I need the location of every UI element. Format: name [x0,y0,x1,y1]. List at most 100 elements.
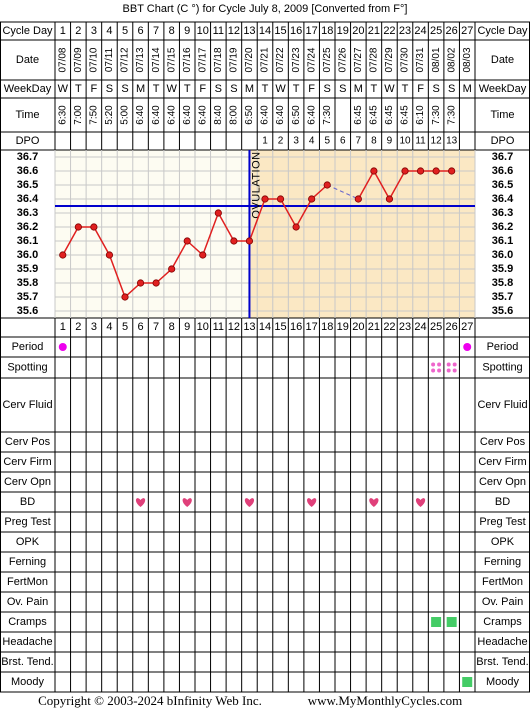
date: 07/22 [275,47,286,72]
time: 7:30 [322,105,333,125]
symptom-mark [446,617,457,627]
temp-point [90,223,98,231]
row-label: OPK [491,536,515,548]
row-label: WeekDay [4,83,52,95]
row-label: DPO [16,135,40,147]
time: 6:45 [400,105,411,125]
date: 07/29 [384,47,395,72]
time: 6:40 [275,105,286,125]
row-label: Cycle Day [477,25,528,37]
cycle-day: 17 [306,321,318,333]
cycle-day: 14 [259,25,271,37]
cycle-day: 18 [321,25,333,37]
chart-title: BBT Chart (C °) for Cycle July 8, 2009 [… [123,3,408,15]
dpo: 9 [387,136,393,147]
y-tick-label: 36.7 [17,151,38,163]
cycle-day: 23 [399,321,411,333]
row-label: BD [20,496,35,508]
row-label: FertMon [7,576,48,588]
time: 7:00 [73,105,84,125]
date: 07/14 [151,47,162,72]
date: 07/08 [57,47,68,72]
row-label: Period [12,341,44,353]
temp-point [448,167,456,175]
period-mark [58,343,67,351]
cycle-day: 22 [383,25,395,37]
time: 6:40 [306,105,317,125]
row-label: Cerv Fluid [477,399,527,411]
row-label: BD [495,496,510,508]
row-label: Moody [11,676,45,688]
cycle-day: 25 [430,25,442,37]
temp-point [214,209,222,217]
time: 6:45 [353,105,364,125]
y-tick-label: 35.8 [17,277,38,289]
y-tick-label: 36.1 [492,235,513,247]
y-tick-label: 36.3 [492,207,513,219]
bd-mark [182,498,192,507]
site: www.MyMonthlyCycles.com [308,693,462,708]
date: 07/27 [353,47,364,72]
date: 07/15 [166,47,177,72]
bd-mark [307,498,317,507]
weekday: T [262,83,269,95]
dpo: 11 [415,136,426,147]
y-tick-label: 36.3 [17,207,38,219]
y-tick-label: 35.8 [492,277,513,289]
row-label: Brst. Tend. [476,656,528,668]
bd-mark [369,498,379,507]
weekday: M [136,83,145,95]
cycle-day: 5 [122,25,128,37]
cycle-day: 2 [75,25,81,37]
y-tick-label: 36.1 [17,235,38,247]
temp-point [74,223,82,231]
ovulation-label: OVULATION [250,151,262,218]
time: 6:45 [384,105,395,125]
temp-point [432,167,440,175]
copyright: Copyright © 2003-2024 bInfinity Web Inc. [38,693,262,708]
time: 6:50 [291,105,302,125]
date: 07/20 [244,47,255,72]
cycle-day: 11 [213,25,224,37]
dpo: 8 [371,136,377,147]
date: 07/21 [260,47,271,72]
cycle-day: 12 [228,321,240,333]
y-tick-label: 36.2 [17,221,38,233]
cycle-day: 10 [197,321,209,333]
y-tick-label: 36.2 [492,221,513,233]
time: 5:00 [120,105,131,125]
row-label: Cerv Firm [478,456,526,468]
row-label: DPO [491,135,515,147]
cycle-day: 19 [337,321,349,333]
dpo: 12 [431,136,443,147]
cycle-day: 9 [184,321,190,333]
cycle-day: 10 [197,25,209,37]
cycle-day: 16 [290,321,302,333]
temp-point [276,195,285,203]
weekday: S [339,83,346,95]
cycle-day: 8 [169,321,175,333]
dpo: 10 [399,136,411,147]
cycle-day: 25 [430,321,442,333]
weekday: S [121,83,128,95]
gap-connector [327,184,359,200]
row-label: Cerv Pos [5,436,51,448]
time: 6:50 [244,105,255,125]
temp-point [385,195,394,203]
y-tick-label: 36.4 [17,193,39,205]
bd-mark [135,498,146,507]
row-label: Ferning [9,556,46,568]
time: 7:50 [89,105,100,125]
weekday: W [166,83,177,95]
time: 6:45 [369,105,380,125]
time: 6:40 [151,105,162,125]
cycle-day: 21 [368,321,380,333]
y-tick-label: 36.6 [492,165,513,177]
cycle-day: 21 [368,25,380,37]
weekday: F [308,83,315,95]
row-label: Preg Test [479,516,525,528]
time: 6:40 [197,105,208,125]
date: 07/25 [322,47,333,72]
y-tick-label: 36.4 [492,193,514,205]
